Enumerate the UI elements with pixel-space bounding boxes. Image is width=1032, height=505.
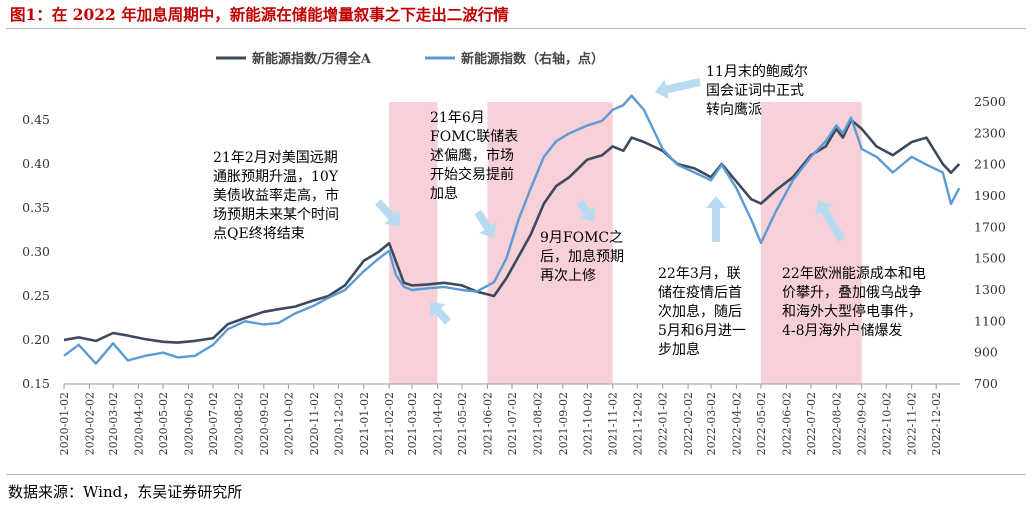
figure-title: 图1：在 2022 年加息周期中，新能源在储能增量叙事之下走出二波行情 bbox=[10, 5, 509, 24]
annotation-arrow bbox=[815, 200, 846, 243]
x-tick-label: 2020-06-02 bbox=[182, 392, 195, 455]
x-tick-label: 2021-07-02 bbox=[506, 392, 519, 455]
line-chart: 0.15 0.20 0.25 0.30 0.35 0.40 0.45 700 900 1100 1… bbox=[22, 51, 1006, 455]
series-line-ratio bbox=[63, 118, 961, 344]
annotation-arrow bbox=[375, 199, 400, 226]
title-rule bbox=[6, 28, 1026, 29]
x-tick-label: 2022-04-02 bbox=[730, 392, 743, 455]
annotation-arrow bbox=[706, 196, 726, 242]
y-right-tick-label: 1500 bbox=[974, 251, 1006, 266]
series-lines bbox=[63, 94, 961, 365]
x-tick-label: 2020-04-02 bbox=[133, 392, 146, 455]
x-tick-label: 2021-09-02 bbox=[557, 392, 570, 455]
y-left-tick-label: 0.30 bbox=[22, 244, 50, 259]
annotation-arrow bbox=[430, 302, 451, 325]
x-tick-label: 2020-03-02 bbox=[107, 392, 120, 455]
legend-label: 新能源指数/万得全A bbox=[252, 51, 372, 67]
x-tick-label: 2020-05-02 bbox=[157, 392, 170, 455]
x-tick-label: 2020-07-02 bbox=[207, 392, 220, 455]
x-tick-label: 2021-12-02 bbox=[631, 392, 644, 455]
x-tick-label: 2021-04-02 bbox=[431, 392, 444, 455]
annotation-text: 9月FOMC之后，加息预期再次上修 bbox=[540, 230, 624, 284]
y-left-tick-label: 0.40 bbox=[22, 156, 50, 171]
y-right-tick-label: 900 bbox=[974, 345, 998, 360]
x-tick-label: 2020-09-02 bbox=[258, 392, 271, 455]
series-line-index bbox=[63, 94, 961, 365]
x-tick-label: 2022-08-02 bbox=[830, 392, 843, 455]
y-right-tick-label: 1300 bbox=[974, 282, 1006, 297]
annotation-arrow bbox=[576, 199, 596, 222]
y-axis-left: 0.15 0.20 0.25 0.30 0.35 0.40 0.45 bbox=[22, 112, 50, 391]
x-tick-label: 2022-09-02 bbox=[856, 392, 869, 455]
x-axis: 2020-01-02 2020-02-02 2020-03-02 2020-04-02… bbox=[58, 384, 943, 455]
y-right-tick-label: 1900 bbox=[974, 188, 1006, 203]
annotation-text: 21年6月 FOMC联储表述偏鹰，市场开始交易提前加息 bbox=[430, 110, 518, 202]
hike-band bbox=[389, 102, 438, 384]
annotation-text: 22年欧洲能源成本和电价攀升，叠加俄乌战争和海外大型停电事件， 4-8月海外户储爆… bbox=[782, 266, 926, 339]
x-tick-label: 2022-03-02 bbox=[705, 392, 718, 455]
y-right-tick-label: 2100 bbox=[974, 157, 1006, 172]
x-tick-label: 2020-08-02 bbox=[232, 392, 245, 455]
x-tick-label: 2021-01-02 bbox=[358, 392, 371, 455]
x-tick-label: 2021-10-02 bbox=[581, 392, 594, 455]
x-tick-label: 2021-05-02 bbox=[456, 392, 469, 455]
annotations: 21年2月对美国远期通胀预期升温，10Y 美债收益率走高，市场预期未来某个时间点Q… bbox=[213, 64, 926, 358]
y-right-tick-label: 2300 bbox=[974, 125, 1006, 140]
legend-label: 新能源指数（右轴，点） bbox=[461, 51, 604, 67]
x-tick-label: 2021-03-02 bbox=[406, 392, 419, 455]
y-left-tick-label: 0.20 bbox=[22, 332, 50, 347]
x-tick-label: 2022-07-02 bbox=[805, 392, 818, 455]
y-left-tick-label: 0.15 bbox=[22, 376, 50, 391]
source-note: 数据来源：Wind，东吴证券研究所 bbox=[8, 483, 243, 501]
annotation-arrows bbox=[375, 78, 846, 325]
annotation-arrow bbox=[655, 78, 701, 100]
legend: 新能源指数/万得全A 新能源指数（右轴，点） bbox=[216, 51, 604, 67]
x-tick-label: 2022-10-02 bbox=[880, 392, 893, 455]
x-tick-label: 2022-11-02 bbox=[906, 392, 919, 455]
y-left-tick-label: 0.35 bbox=[22, 200, 50, 215]
y-left-tick-label: 0.45 bbox=[22, 112, 50, 127]
x-tick-label: 2021-11-02 bbox=[607, 392, 620, 455]
y-right-tick-label: 700 bbox=[974, 376, 998, 391]
y-right-tick-label: 1700 bbox=[974, 219, 1006, 234]
source-rule bbox=[6, 474, 1026, 475]
x-tick-label: 2022-05-02 bbox=[755, 392, 768, 455]
x-tick-label: 2020-12-02 bbox=[332, 392, 345, 455]
x-tick-label: 2020-02-02 bbox=[83, 392, 96, 455]
x-tick-label: 2021-02-02 bbox=[383, 392, 396, 455]
y-left-tick-label: 0.25 bbox=[22, 288, 50, 303]
x-tick-label: 2021-08-02 bbox=[531, 392, 544, 455]
x-tick-label: 2022-06-02 bbox=[780, 392, 793, 455]
annotation-text: 21年2月对美国远期通胀预期升温，10Y 美债收益率走高，市场预期未来某个时间点Q… bbox=[213, 150, 339, 242]
x-tick-label: 2020-10-02 bbox=[282, 392, 295, 455]
annotation-text: 22年3月，联储在疫情后首次加息，随后 5月和6月进一步加息 bbox=[658, 266, 746, 358]
y-axis-right: 700 900 1100 1300 1500 1700 1900 2100 2300 2500 bbox=[974, 94, 1006, 391]
x-tick-label: 2021-06-02 bbox=[481, 392, 494, 455]
hike-band bbox=[760, 102, 862, 384]
y-right-tick-label: 1100 bbox=[974, 313, 1006, 328]
x-tick-label: 2022-01-02 bbox=[657, 392, 670, 455]
x-tick-label: 2020-11-02 bbox=[308, 392, 321, 455]
x-tick-label: 2022-02-02 bbox=[682, 392, 695, 455]
annotation-text: 11月末的鲍威尔国会证词中正式转向鹰派 bbox=[706, 64, 808, 118]
annotation-arrow bbox=[474, 209, 497, 238]
y-right-tick-label: 2500 bbox=[974, 94, 1006, 109]
x-tick-label: 2022-12-02 bbox=[930, 392, 943, 455]
x-tick-label: 2020-01-02 bbox=[58, 392, 71, 455]
